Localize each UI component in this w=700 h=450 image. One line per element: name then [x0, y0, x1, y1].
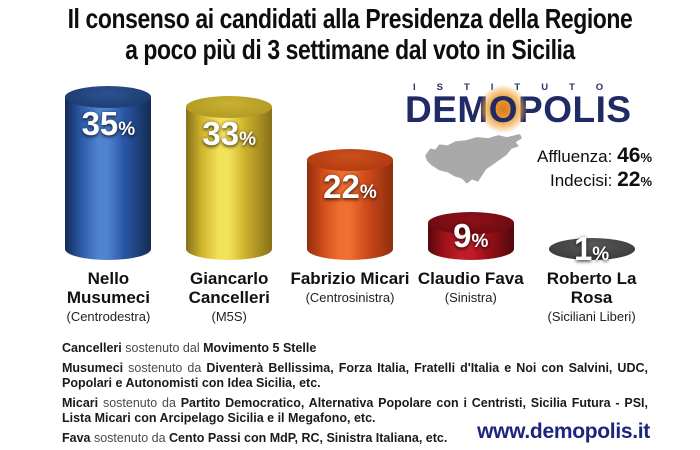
bar-cylinder-body: [306, 160, 393, 260]
bar-cylinder-cap: [306, 149, 393, 171]
footnote-row: Cancelleri sostenuto dal Movimento 5 Ste…: [62, 341, 648, 357]
footnote-candidate: Fava: [62, 430, 91, 445]
footnote-parties: Cento Passi con MdP, RC, Sinistra Italia…: [169, 430, 448, 445]
footnote-row: Fava sostenuto da Cento Passi con MdP, R…: [62, 431, 648, 447]
bar-value-label: 1%: [573, 230, 610, 267]
affluenza-stat: Affluenza: 46%: [537, 145, 652, 169]
bar-column: 22% Fabrizio Micari (Centrosinistra): [290, 84, 411, 340]
footnote-row: Micari sostenuto da Partito Democratico,…: [62, 396, 648, 427]
bar-cylinder-cap: [65, 86, 152, 108]
footnote-candidate: Cancelleri: [62, 341, 122, 355]
bar-cylinder-cap: [548, 238, 635, 260]
candidate-name: Claudio Fava: [417, 269, 524, 288]
bar-value-label: 9%: [453, 217, 489, 254]
indecisi-pct-symbol: %: [640, 174, 652, 189]
affluenza-label: Affluenza:: [537, 147, 618, 166]
bar-column: 9% Claudio Fava (Sinistra): [410, 84, 531, 340]
footnote-candidate: Musumeci: [62, 360, 124, 375]
footnote-parties: Partito Democratico, Alternativa Popolar…: [62, 395, 649, 426]
turnout-stats: Affluenza: 46% Indecisi: 22%: [537, 145, 652, 193]
title-line-2: a poco più di 3 settimane dal voto in Si…: [125, 34, 575, 65]
logo-sun-icon: O: [488, 89, 519, 130]
footnote-connector: sostenuto da: [98, 395, 181, 410]
bar-area: 35%: [48, 84, 169, 260]
bar-cylinder: 35%: [65, 86, 152, 260]
bar-column: 1% Roberto La Rosa (Siciliani Liberi): [531, 84, 652, 340]
candidate-name: Fabrizio Micari: [290, 269, 410, 288]
bar-chart: 35% Nello Musumeci (Centrodestra) 33% Gianca…: [48, 84, 652, 340]
candidate-name: Nello Musumeci: [66, 269, 150, 307]
title-line-1: Il consenso ai candidati alla Presidenza…: [67, 3, 633, 34]
bar-value-label: 33%: [202, 115, 256, 152]
bar-column: 33% Giancarlo Cancelleri (M5S): [169, 84, 290, 340]
candidate-party: (M5S): [211, 309, 247, 324]
candidate-party: (Siciliani Liberi): [547, 309, 636, 324]
coalition-footnotes: Cancelleri sostenuto dal Movimento 5 Ste…: [62, 341, 648, 450]
indecisi-stat: Indecisi: 22%: [537, 169, 652, 193]
affluenza-pct-symbol: %: [640, 150, 652, 165]
footnote-row: Musumeci sostenuto da Diventerà Bellissi…: [62, 361, 648, 392]
demopolis-logo: ISTITUTO DEMOPOLIS: [405, 82, 653, 130]
demopolis-wordmark: DEMOPOLIS: [405, 89, 653, 130]
logo-text-dem: DEM: [405, 89, 489, 130]
bar-cylinder: 9%: [427, 212, 514, 260]
bar-cylinder: 33%: [186, 96, 273, 260]
bar-cylinder-cap: [186, 96, 273, 118]
bar-area: 1%: [531, 84, 652, 267]
bar-value-label: 22%: [323, 168, 377, 205]
bar-area: 9%: [410, 84, 531, 260]
candidate-name: Roberto La Rosa: [546, 269, 637, 307]
affluenza-value: 46: [617, 144, 641, 167]
footnote-candidate: Micari: [62, 395, 99, 410]
sicily-map-icon: [425, 134, 522, 184]
bar-area: 33%: [169, 84, 290, 260]
candidate-name: Giancarlo Cancelleri: [188, 269, 270, 307]
page-title: Il consenso ai candidati alla Presidenza…: [63, 3, 637, 65]
indecisi-label: Indecisi:: [549, 171, 618, 190]
indecisi-value: 22: [617, 168, 641, 191]
bar-cylinder-cap: [427, 212, 514, 234]
candidate-party: (Sinistra): [444, 290, 497, 305]
footnote-connector: sostenuto da: [123, 360, 207, 375]
footnote-connector: sostenuto da: [90, 430, 170, 445]
bar-column: 35% Nello Musumeci (Centrodestra): [48, 84, 169, 340]
logo-text-polis: POLIS: [518, 89, 632, 130]
candidate-party: (Centrodestra): [66, 309, 151, 324]
footnote-parties: Diventerà Bellissima, Forza Italia, Frat…: [62, 360, 648, 391]
bar-cylinder: 1%: [548, 231, 635, 267]
bar-cylinder: 22%: [306, 149, 393, 260]
footnote-connector: sostenuto dal: [121, 341, 204, 355]
bar-area: 22%: [290, 84, 411, 260]
candidate-party: (Centrosinistra): [305, 290, 395, 305]
bar-cylinder-body: [65, 97, 152, 260]
bar-cylinder-body: [186, 107, 273, 260]
footnote-parties: Movimento 5 Stelle: [203, 341, 317, 355]
bar-value-label: 35%: [81, 105, 136, 142]
website-link[interactable]: www.demopolis.it: [477, 420, 650, 443]
